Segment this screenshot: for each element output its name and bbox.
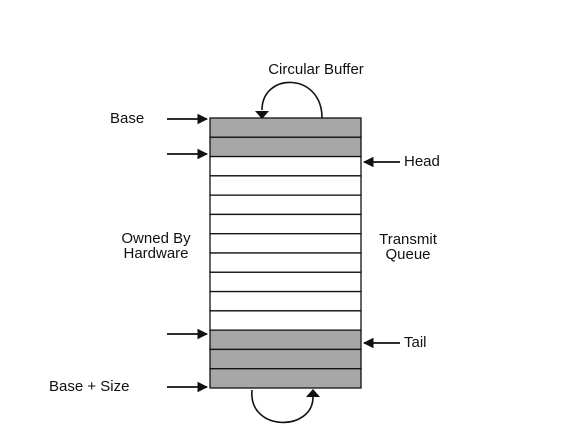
queue-slot-filled — [209, 329, 362, 351]
queue-slot-empty — [209, 175, 362, 196]
queue-slot-filled — [209, 136, 362, 158]
queue-slot-empty — [209, 310, 362, 331]
queue-slot-filled — [209, 368, 362, 389]
queue-slot-empty — [209, 290, 362, 312]
queue-slot-empty — [209, 155, 362, 177]
tail-label: Tail — [404, 334, 427, 351]
owned-by-hardware-label-line2: Hardware — [123, 245, 188, 262]
bottom-wraparound-arrowhead — [306, 389, 320, 397]
head-label: Head — [404, 153, 440, 170]
queue-slot-filled — [209, 117, 362, 138]
top-wraparound-arrow — [261, 81, 323, 119]
queue-slot-empty — [209, 271, 362, 293]
base-plus-size-label: Base + Size — [49, 378, 129, 395]
transmit-queue-label-line1: Transmit — [379, 231, 438, 248]
queue-slots — [209, 117, 362, 389]
bottom-wraparound-arrow — [251, 389, 314, 424]
queue-slot-empty — [209, 213, 362, 235]
queue-slot-empty — [209, 252, 362, 273]
transmit-queue-label-line2: Queue — [385, 246, 430, 263]
queue-slot-filled — [209, 348, 362, 370]
queue-slot-empty — [209, 194, 362, 216]
owned-by-hardware-label-line1: Owned By — [121, 230, 191, 247]
top-wraparound-arrowhead — [255, 111, 269, 119]
base-label: Base — [110, 110, 144, 127]
queue-slot-empty — [209, 233, 362, 254]
circular-buffer-title: Circular Buffer — [268, 61, 364, 78]
